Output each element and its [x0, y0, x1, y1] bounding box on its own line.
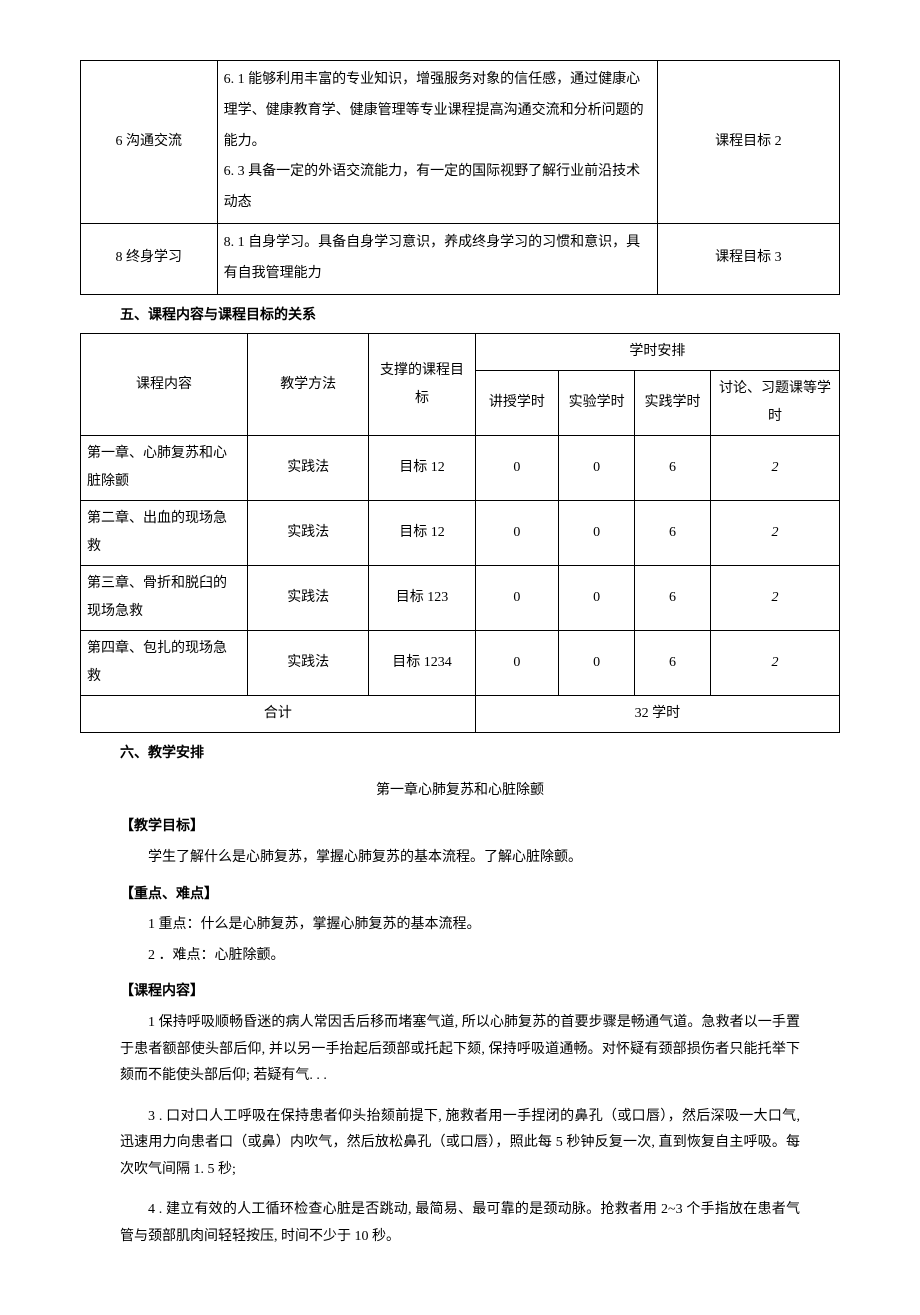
cell-content: 第四章、包扎的现场急救 [81, 631, 248, 696]
table-row: 第一章、心肺复苏和心脏除颤 实践法 目标 12 0 0 6 2 [81, 436, 840, 501]
cell-a: 0 [475, 501, 558, 566]
cell-method: 实践法 [247, 566, 368, 631]
cell-a: 0 [475, 631, 558, 696]
req-col3: 课程目标 2 [657, 61, 839, 224]
cell-goal: 目标 123 [369, 566, 475, 631]
th-experiment: 实验学时 [559, 371, 635, 436]
cell-goal: 目标 1234 [369, 631, 475, 696]
cell-b: 0 [559, 501, 635, 566]
paragraph: 学生了解什么是心肺复苏，掌握心肺复苏的基本流程。了解心脏除颤。 [120, 845, 800, 872]
req-col2: 6. 1 能够利用丰富的专业知识，增强服务对象的信任感，通过健康心理学、健康教育… [217, 61, 657, 224]
heading-content: 【课程内容】 [120, 979, 840, 1006]
paragraph: 2 ．难点：心脏除颤。 [120, 943, 800, 970]
cell-content: 第二章、出血的现场急救 [81, 501, 248, 566]
chapter-title: 第一章心肺复苏和心脏除颤 [80, 778, 840, 805]
table-row: 第三章、骨折和脱臼的现场急救 实践法 目标 123 0 0 6 2 [81, 566, 840, 631]
paragraph: 1 保持呼吸顺畅昏迷的病人常因舌后移而堵塞气道, 所以心肺复苏的首要步骤是畅通气… [120, 1010, 800, 1090]
th-method: 教学方法 [247, 334, 368, 436]
content-hours-table: 课程内容 教学方法 支撑的课程目标 学时安排 讲授学时 实验学时 实践学时 讨论… [80, 333, 840, 733]
section6-title: 六、教学安排 [120, 741, 840, 768]
table-row: 第二章、出血的现场急救 实践法 目标 12 0 0 6 2 [81, 501, 840, 566]
cell-goal: 目标 12 [369, 501, 475, 566]
cell-b: 0 [559, 436, 635, 501]
req-col2: 8. 1 自身学习。具备自身学习意识，养成终身学习的习惯和意识，具有自我管理能力 [217, 223, 657, 294]
req-col1: 8 终身学习 [81, 223, 218, 294]
cell-method: 实践法 [247, 631, 368, 696]
heading-objective: 【教学目标】 [120, 814, 840, 841]
cell-d: 2 [710, 566, 839, 631]
cell-c: 6 [635, 436, 711, 501]
th-goal: 支撑的课程目标 [369, 334, 475, 436]
th-practice: 实践学时 [635, 371, 711, 436]
heading-keypoints: 【重点、难点】 [120, 882, 840, 909]
cell-b: 0 [559, 566, 635, 631]
cell-content: 第三章、骨折和脱臼的现场急救 [81, 566, 248, 631]
cell-content: 第一章、心肺复苏和心脏除颤 [81, 436, 248, 501]
cell-a: 0 [475, 566, 558, 631]
section5-title: 五、课程内容与课程目标的关系 [120, 303, 840, 330]
cell-d: 2 [710, 631, 839, 696]
table-total-row: 合计 32 学时 [81, 696, 840, 733]
cell-method: 实践法 [247, 436, 368, 501]
total-value: 32 学时 [475, 696, 839, 733]
cell-a: 0 [475, 436, 558, 501]
paragraph: 4 . 建立有效的人工循环检查心脏是否跳动, 最简易、最可靠的是颈动脉。抢救者用… [120, 1197, 800, 1250]
paragraph: 3 . 口对口人工呼吸在保持患者仰头抬颏前提下, 施救者用一手捏闭的鼻孔（或口唇… [120, 1104, 800, 1184]
th-discussion: 讨论、习题课等学时 [710, 371, 839, 436]
table-row: 8 终身学习 8. 1 自身学习。具备自身学习意识，养成终身学习的习惯和意识，具… [81, 223, 840, 294]
cell-goal: 目标 12 [369, 436, 475, 501]
requirements-table: 6 沟通交流 6. 1 能够利用丰富的专业知识，增强服务对象的信任感，通过健康心… [80, 60, 840, 295]
table-header-row: 课程内容 教学方法 支撑的课程目标 学时安排 [81, 334, 840, 371]
table-row: 6 沟通交流 6. 1 能够利用丰富的专业知识，增强服务对象的信任感，通过健康心… [81, 61, 840, 224]
cell-b: 0 [559, 631, 635, 696]
th-content: 课程内容 [81, 334, 248, 436]
th-hours: 学时安排 [475, 334, 839, 371]
table-row: 第四章、包扎的现场急救 实践法 目标 1234 0 0 6 2 [81, 631, 840, 696]
cell-c: 6 [635, 566, 711, 631]
cell-method: 实践法 [247, 501, 368, 566]
cell-d: 2 [710, 501, 839, 566]
paragraph: 1 重点：什么是心肺复苏，掌握心肺复苏的基本流程。 [120, 912, 800, 939]
th-lecture: 讲授学时 [475, 371, 558, 436]
req-col3: 课程目标 3 [657, 223, 839, 294]
req-col1: 6 沟通交流 [81, 61, 218, 224]
cell-c: 6 [635, 501, 711, 566]
cell-d: 2 [710, 436, 839, 501]
total-label: 合计 [81, 696, 476, 733]
cell-c: 6 [635, 631, 711, 696]
